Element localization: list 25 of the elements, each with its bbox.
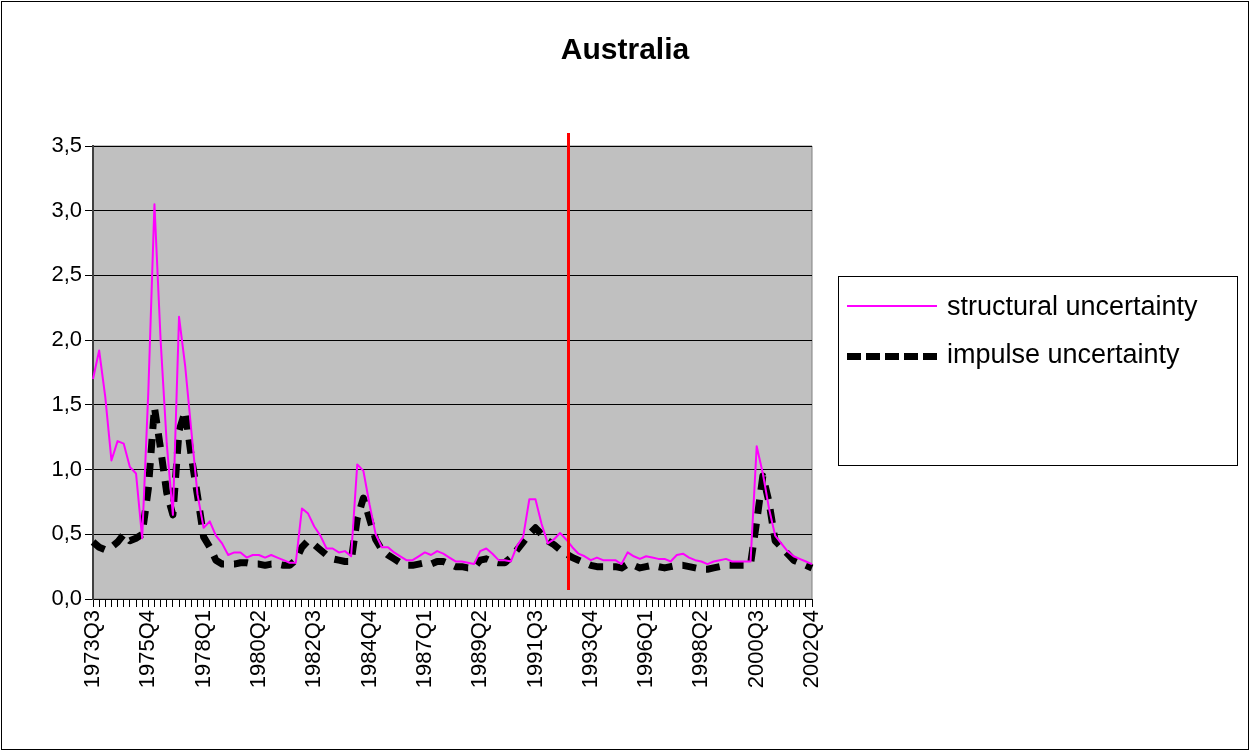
y-tick-label: 2,5: [51, 261, 82, 287]
y-tick-label: 0,5: [51, 520, 82, 546]
x-tick-label: 1993Q4: [576, 610, 602, 689]
x-tick-label: 1978Q1: [189, 610, 215, 689]
chart-title: Australia: [559, 32, 691, 66]
x-tick-label: 2002Q4: [798, 610, 824, 689]
y-tick-label: 3,5: [51, 132, 82, 158]
y-tick-label: 3,0: [51, 196, 82, 222]
x-tick-label: 1991Q3: [521, 610, 547, 689]
x-tick-label: 1982Q3: [300, 610, 326, 689]
x-tick-label: 1973Q3: [79, 610, 105, 689]
y-tick-label: 1,0: [51, 455, 82, 481]
legend-label: impulse uncertainty: [947, 338, 1181, 371]
x-tick-label: 1987Q1: [410, 610, 436, 689]
x-tick-label: 1998Q2: [687, 610, 713, 689]
x-tick-label: 1996Q1: [632, 610, 658, 689]
x-tick-label: 1984Q4: [355, 610, 381, 689]
y-tick-label: 2,0: [51, 326, 82, 352]
x-tick-label: 1989Q2: [466, 610, 492, 689]
y-tick-label: 1,5: [51, 390, 82, 416]
x-tick-label: 2000Q3: [742, 610, 768, 689]
x-tick-label: 1980Q2: [244, 610, 270, 689]
legend-label: structural uncertainty: [947, 290, 1199, 323]
x-tick-label: 1975Q4: [134, 610, 160, 689]
y-tick-label: 0,0: [51, 585, 82, 611]
